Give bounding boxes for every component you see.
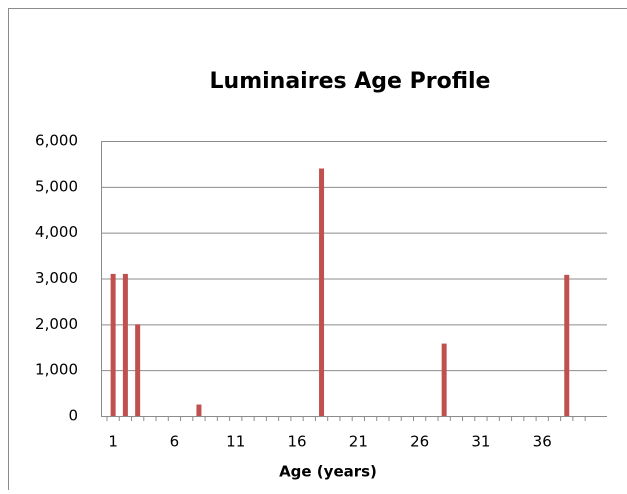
bar	[123, 274, 128, 416]
bar	[442, 344, 447, 416]
chart-title: Luminaires Age Profile	[210, 69, 491, 94]
x-axis-title: Age (years)	[279, 463, 377, 481]
y-tick-label: 0	[68, 407, 78, 425]
x-tick-label: 16	[287, 433, 306, 451]
x-tick-label: 1	[108, 433, 118, 451]
y-tick-label: 3,000	[35, 269, 78, 287]
x-tick-label: 6	[170, 433, 180, 451]
bar	[196, 405, 201, 416]
bar	[319, 169, 324, 417]
x-tick-label: 21	[349, 433, 368, 451]
x-tick-label: 11	[226, 433, 245, 451]
y-tick-label: 2,000	[35, 315, 78, 333]
y-tick-label: 1,000	[35, 361, 78, 379]
bar	[564, 275, 569, 416]
y-tick-label: 6,000	[35, 132, 78, 150]
x-tick-label: 31	[471, 433, 490, 451]
y-tick-label: 5,000	[35, 177, 78, 195]
y-tick-label: 4,000	[35, 223, 78, 241]
x-tick-label: 26	[410, 433, 429, 451]
bar	[111, 274, 116, 416]
x-tick-label: 36	[533, 433, 552, 451]
bar	[135, 324, 140, 416]
